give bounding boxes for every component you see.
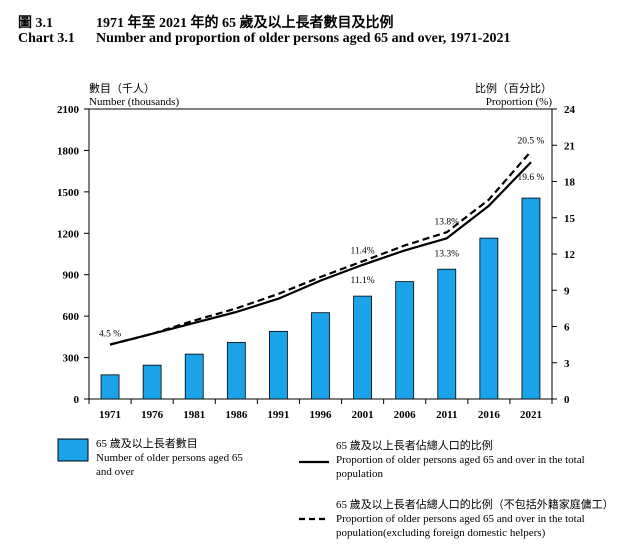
left-tick-label: 0 (74, 394, 80, 406)
x-tick-label: 2001 (352, 409, 374, 421)
legend-solid-zh: 65 歲及以上長者佔總人口的比例 (336, 440, 493, 452)
bar (142, 364, 162, 400)
right-tick-label: 15 (564, 213, 576, 225)
left-tick-label: 600 (63, 311, 80, 323)
x-tick-label: 1986 (225, 409, 248, 421)
legend-bars-en: Number of older persons aged 65 and over (96, 452, 243, 478)
bar (184, 353, 204, 400)
left-axis-label-en: Number (thousands) (89, 96, 179, 108)
data-label: 11.4% (350, 246, 374, 256)
left-tick-label: 900 (63, 270, 80, 282)
x-tick-label: 2006 (394, 409, 417, 421)
left-axis-label-zh: 數目（千人） (89, 82, 155, 95)
legend-bar-swatch (57, 438, 89, 462)
data-label: 19.6 % (517, 173, 544, 183)
chart-number-zh: 圖 3.1 (18, 16, 53, 31)
chart-title-zh: 圖 3.1 1971 年至 2021 年的 65 歲及以上長者數目及比例 (18, 12, 394, 32)
bar (226, 341, 246, 400)
chart-number-en: Chart 3.1 (18, 31, 75, 46)
x-tick-label: 2016 (478, 409, 501, 421)
right-axis-label-en: Proportion (%) (486, 96, 553, 108)
left-tick-label: 2100 (57, 104, 80, 116)
bar (100, 374, 120, 400)
left-tick-label: 1500 (57, 187, 80, 199)
right-axis-label-zh: 比例（百分比） (475, 81, 552, 95)
x-tick-label: 1976 (141, 409, 164, 421)
right-tick-label: 12 (564, 249, 576, 261)
bar (521, 197, 541, 400)
legend-dashed: 65 歲及以上長者佔總人口的比例（不包括外籍家庭傭工） Proportion o… (336, 498, 618, 540)
bar (353, 295, 372, 400)
right-tick-label: 24 (564, 104, 576, 116)
left-tick-label: 1200 (57, 228, 80, 240)
data-label: 4.5 % (99, 330, 121, 340)
right-tick-label: 9 (564, 285, 570, 297)
data-label: 20.5 % (517, 136, 544, 146)
series-line-dashed (109, 150, 532, 346)
x-tick-label: 1981 (183, 409, 205, 421)
bar (437, 268, 457, 400)
x-tick-label: 1991 (267, 409, 289, 421)
bar (269, 330, 288, 400)
bar (311, 312, 330, 400)
x-tick-label: 1996 (310, 409, 333, 421)
bar (395, 281, 415, 400)
right-tick-label: 18 (564, 177, 576, 189)
data-label: 13.8% (434, 217, 459, 227)
series-line-solid (109, 161, 532, 346)
right-tick-label: 6 (564, 322, 570, 334)
right-tick-label: 3 (564, 358, 570, 370)
legend-bars: 65 歲及以上長者數目 Number of older persons aged… (96, 437, 256, 479)
legend-solid-en: Proportion of older persons aged 65 and … (336, 454, 585, 480)
left-tick-label: 300 (63, 353, 80, 365)
x-tick-label: 1971 (99, 409, 121, 421)
bar (479, 237, 499, 400)
legend-solid: 65 歲及以上長者佔總人口的比例 Proportion of older per… (336, 439, 596, 481)
legend-dashed-en: Proportion of older persons aged 65 and … (336, 513, 585, 539)
right-tick-label: 0 (564, 394, 570, 406)
x-tick-label: 2011 (436, 409, 457, 421)
data-label: 13.3% (434, 249, 459, 259)
legend-dashed-zh: 65 歲及以上長者佔總人口的比例（不包括外籍家庭傭工） (336, 499, 614, 511)
left-tick-label: 1800 (57, 145, 80, 157)
chart-title-zh-text: 1971 年至 2021 年的 65 歲及以上長者數目及比例 (96, 16, 394, 31)
right-tick-label: 21 (564, 140, 575, 152)
chart-title-en: Chart 3.1 Number and proportion of older … (18, 31, 510, 47)
legend-bars-zh: 65 歲及以上長者數目 (96, 438, 198, 450)
data-label: 11.1% (350, 276, 374, 286)
chart-title-en-text: Number and proportion of older persons a… (96, 31, 511, 46)
x-tick-label: 2021 (520, 409, 542, 421)
